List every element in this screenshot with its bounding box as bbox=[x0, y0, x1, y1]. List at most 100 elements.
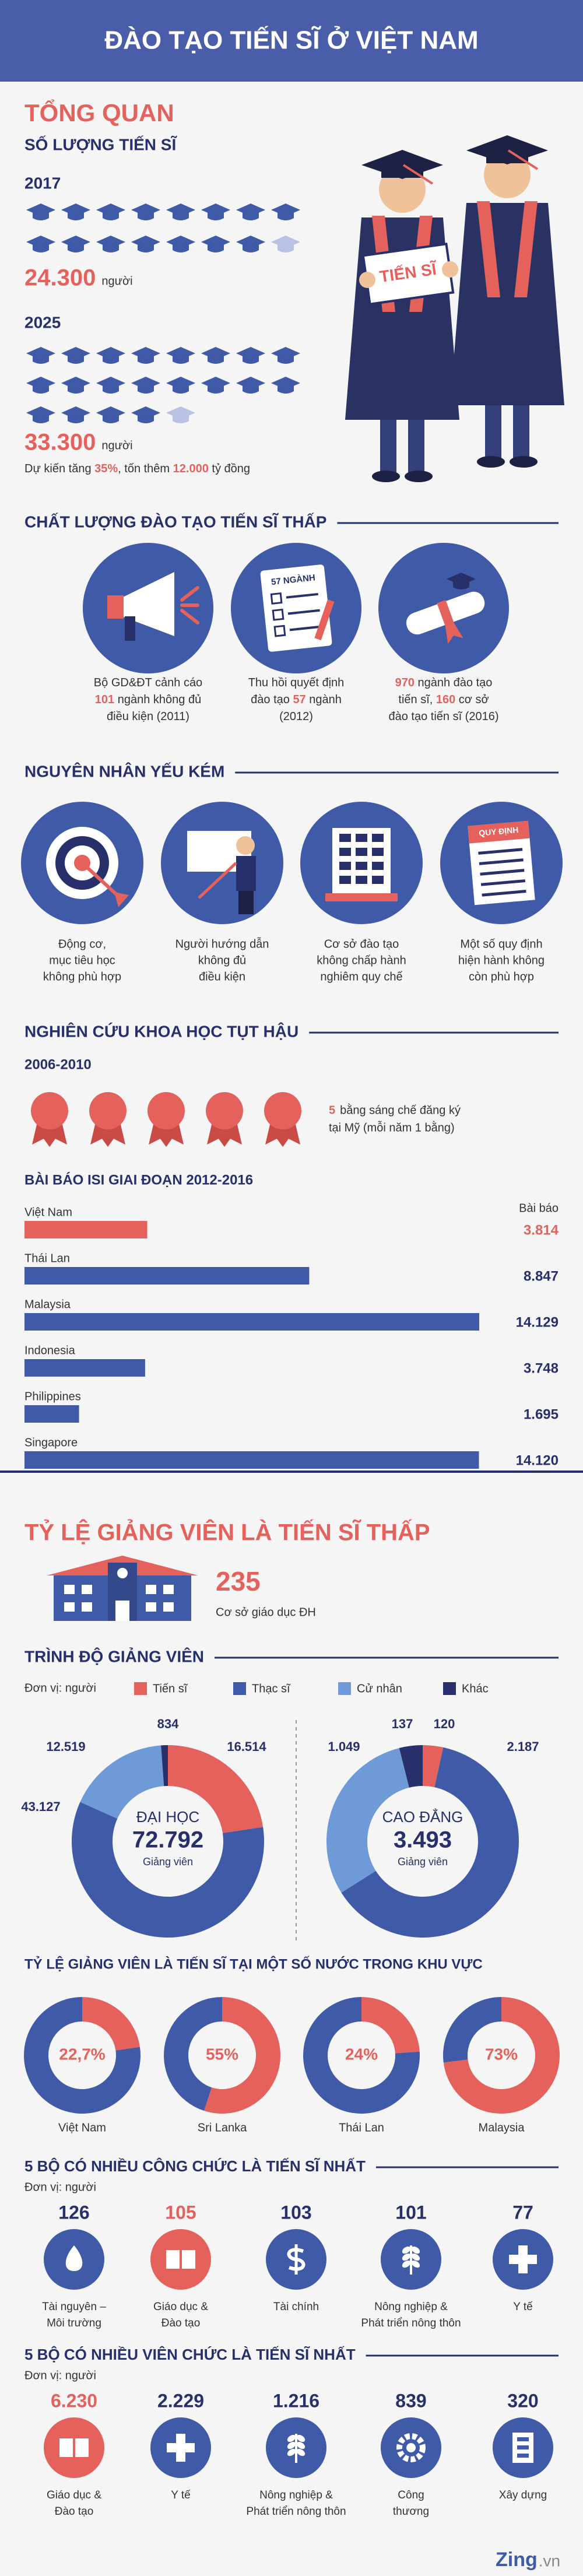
cap-icon bbox=[201, 377, 230, 389]
graduate-leg bbox=[513, 396, 529, 461]
category-label: Philippines bbox=[24, 1390, 81, 1403]
category-label: Thái Lan bbox=[24, 1252, 70, 1265]
text-segment: đào tạo tiến sĩ (2016) bbox=[388, 710, 498, 723]
caption: không chấp hành bbox=[317, 954, 406, 967]
text-segment: Dự kiến tăng bbox=[24, 462, 94, 475]
caption: Động cơ, bbox=[58, 938, 106, 950]
text-segment: 57 bbox=[293, 693, 305, 706]
value-label: 3.748 bbox=[524, 1360, 559, 1376]
category-label: Singapore bbox=[24, 1436, 78, 1449]
value-label: 24% bbox=[345, 2045, 378, 2063]
caption: Người hướng dẫn bbox=[175, 937, 269, 950]
school-window bbox=[64, 1602, 75, 1612]
cap-icon bbox=[26, 377, 55, 389]
ministry-label: Phát triển nông thôn bbox=[246, 2505, 346, 2518]
document-line bbox=[478, 848, 523, 855]
book-icon bbox=[59, 2438, 73, 2457]
icon-circle bbox=[150, 2229, 211, 2290]
donut-total: 72.792 bbox=[132, 1827, 203, 1853]
ministry-value: 320 bbox=[507, 2390, 538, 2411]
check-box bbox=[272, 608, 285, 621]
legend-label: Cử nhân bbox=[357, 1682, 402, 1695]
chart-title: BÀI BÁO ISI GIAI ĐOẠN 2012-2016 bbox=[24, 1171, 253, 1188]
donut-slice bbox=[423, 1745, 444, 1788]
school-window bbox=[146, 1602, 156, 1612]
caption: mục tiêu học bbox=[49, 954, 115, 967]
graduate-shoe bbox=[372, 471, 400, 482]
ministry-value: 103 bbox=[280, 2202, 311, 2223]
category-label: Việt Nam bbox=[58, 2121, 106, 2134]
building-window bbox=[372, 862, 384, 870]
caption: Bộ GD&ĐT cảnh cáo bbox=[94, 676, 202, 689]
graduate-cap bbox=[361, 150, 443, 179]
donut-slice bbox=[341, 1747, 519, 1938]
caption: (2012) bbox=[279, 710, 313, 723]
teacher-head bbox=[236, 836, 255, 855]
school-window bbox=[163, 1602, 174, 1612]
wheat-icon bbox=[402, 2253, 411, 2261]
building-window bbox=[356, 862, 367, 870]
medal bbox=[264, 1092, 301, 1129]
cap-icon bbox=[271, 347, 300, 360]
bar bbox=[24, 1451, 479, 1469]
building-window bbox=[517, 2445, 529, 2449]
check-line bbox=[289, 625, 322, 631]
unit-label: Đơn vị: người bbox=[24, 2181, 96, 2194]
school-clock bbox=[117, 1568, 128, 1578]
chart-title: TỶ LỆ GIẢNG VIÊN LÀ TIẾN SĨ TẠI MỘT SỐ N… bbox=[24, 1955, 483, 1972]
building-window bbox=[339, 848, 351, 856]
school-door bbox=[115, 1601, 129, 1621]
caption: còn phù hợp bbox=[469, 970, 534, 983]
cap-icon bbox=[131, 406, 160, 419]
medal bbox=[31, 1092, 68, 1129]
ministry-label: Tài nguyên – bbox=[42, 2301, 106, 2313]
text-segment: tiến sĩ, bbox=[398, 693, 436, 706]
value-label: 8.847 bbox=[524, 1268, 559, 1284]
value-label: 22,7% bbox=[59, 2045, 105, 2063]
caption: 970 ngành đào tạo bbox=[395, 676, 493, 689]
check-box bbox=[273, 624, 286, 637]
plus-icon bbox=[509, 2255, 537, 2264]
text-segment: ngành bbox=[306, 693, 342, 706]
cap-icon bbox=[271, 377, 300, 389]
text-segment: 12.000 bbox=[173, 462, 209, 475]
cap-icon bbox=[61, 347, 90, 360]
legend-swatch bbox=[134, 1682, 147, 1695]
value-label: 1.695 bbox=[524, 1406, 559, 1422]
medal bbox=[89, 1092, 127, 1129]
text-segment: ngành đào tạo bbox=[415, 676, 492, 689]
pointer bbox=[198, 862, 237, 899]
ministry-value: 839 bbox=[395, 2390, 426, 2411]
document-icon: QUY ĐỊNH bbox=[468, 820, 535, 906]
ministry-label: Giáo dục & bbox=[153, 2301, 208, 2313]
cap-icon bbox=[236, 377, 265, 389]
value-label: 43.127 bbox=[21, 1799, 60, 1814]
ministry-label: Phát triển nông thôn bbox=[361, 2317, 461, 2329]
donut-slice bbox=[326, 1747, 409, 1893]
graduate-shoe bbox=[510, 456, 538, 468]
bar bbox=[24, 1313, 479, 1331]
footer-domain: .vn bbox=[539, 2552, 560, 2570]
donut-slice bbox=[399, 1745, 423, 1788]
cap-icon bbox=[96, 347, 125, 360]
category-label: Malaysia bbox=[24, 1298, 71, 1311]
section-heading: 5 BỘ CÓ NHIỀU CÔNG CHỨC LÀ TIẾN SĨ NHẤT bbox=[24, 2157, 366, 2175]
text-segment: Bộ GD&ĐT cảnh cáo bbox=[94, 676, 202, 689]
check-line bbox=[287, 609, 320, 615]
legend-label: Thạc sĩ bbox=[252, 1682, 291, 1695]
count-unit: người bbox=[101, 275, 132, 287]
text-segment: đào tạo bbox=[251, 693, 293, 706]
cap-icon bbox=[96, 203, 125, 216]
cap-icon bbox=[271, 203, 300, 216]
building-window bbox=[356, 876, 367, 884]
target-arrow bbox=[114, 892, 129, 907]
count-value: 24.300 bbox=[24, 265, 96, 291]
donut-slice bbox=[72, 1802, 264, 1938]
building-window bbox=[372, 848, 384, 856]
count-value: 33.300 bbox=[24, 430, 96, 455]
ministry-label: Đào tạo bbox=[161, 2317, 201, 2329]
graduate-stole bbox=[514, 201, 538, 297]
text-segment: điều kiện (2011) bbox=[107, 710, 189, 723]
value-label: 55% bbox=[206, 2045, 238, 2063]
